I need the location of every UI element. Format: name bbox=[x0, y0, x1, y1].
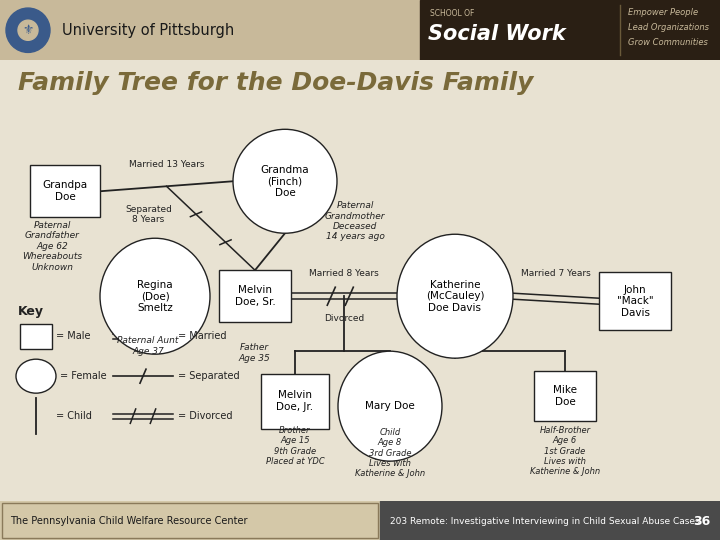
Text: = Female: = Female bbox=[60, 371, 107, 381]
FancyBboxPatch shape bbox=[20, 323, 52, 349]
Text: Regina
(Doe)
Smeltz: Regina (Doe) Smeltz bbox=[137, 280, 173, 313]
Bar bbox=[380, 501, 720, 540]
Text: = Married: = Married bbox=[178, 331, 227, 341]
Text: Melvin
Doe, Sr.: Melvin Doe, Sr. bbox=[235, 286, 275, 307]
Text: Married 7 Years: Married 7 Years bbox=[521, 269, 591, 278]
Text: University of Pittsburgh: University of Pittsburgh bbox=[62, 23, 234, 38]
Text: = Child: = Child bbox=[56, 411, 92, 421]
Text: Half-Brother
Age 6
1st Grade
Lives with
Katherine & John: Half-Brother Age 6 1st Grade Lives with … bbox=[530, 426, 600, 476]
Text: Empower People: Empower People bbox=[628, 8, 698, 17]
FancyBboxPatch shape bbox=[261, 374, 329, 429]
Text: ⚜: ⚜ bbox=[22, 24, 34, 37]
Text: Divorced: Divorced bbox=[324, 314, 364, 323]
Text: Married 8 Years: Married 8 Years bbox=[309, 269, 379, 278]
Text: Married 13 Years: Married 13 Years bbox=[129, 160, 204, 169]
Text: SCHOOL OF: SCHOOL OF bbox=[430, 9, 474, 18]
Bar bbox=[420, 0, 720, 60]
Text: Paternal
Grandmother
Deceased
14 years ago: Paternal Grandmother Deceased 14 years a… bbox=[325, 201, 385, 241]
Text: Lead Organizations: Lead Organizations bbox=[628, 23, 709, 32]
Ellipse shape bbox=[100, 238, 210, 354]
FancyBboxPatch shape bbox=[534, 371, 596, 421]
Bar bbox=[2, 503, 378, 538]
FancyBboxPatch shape bbox=[219, 270, 291, 322]
Text: Social Work: Social Work bbox=[428, 24, 566, 44]
Ellipse shape bbox=[338, 351, 442, 461]
Ellipse shape bbox=[233, 129, 337, 233]
Ellipse shape bbox=[397, 234, 513, 358]
Text: Mike
Doe: Mike Doe bbox=[553, 386, 577, 407]
Text: Melvin
Doe, Jr.: Melvin Doe, Jr. bbox=[276, 390, 314, 412]
Text: Child
Age 8
3rd Grade
Lives with
Katherine & John: Child Age 8 3rd Grade Lives with Katheri… bbox=[355, 428, 425, 478]
Text: John
"Mack"
Davis: John "Mack" Davis bbox=[617, 285, 653, 318]
Text: Grandpa
Doe: Grandpa Doe bbox=[42, 180, 88, 202]
Text: = Divorced: = Divorced bbox=[178, 411, 233, 421]
Circle shape bbox=[18, 20, 38, 40]
Text: Brother
Age 15
9th Grade
Placed at YDC: Brother Age 15 9th Grade Placed at YDC bbox=[266, 426, 325, 466]
Text: Paternal Aunt
Age 37: Paternal Aunt Age 37 bbox=[117, 336, 179, 356]
Text: The Pennsylvania Child Welfare Resource Center: The Pennsylvania Child Welfare Resource … bbox=[10, 516, 248, 526]
Text: 36: 36 bbox=[693, 515, 710, 528]
FancyBboxPatch shape bbox=[30, 165, 100, 217]
Text: Katherine
(McCauley)
Doe Davis: Katherine (McCauley) Doe Davis bbox=[426, 280, 485, 313]
Text: 203 Remote: Investigative Interviewing in Child Sexual Abuse Cases: 203 Remote: Investigative Interviewing i… bbox=[390, 517, 700, 525]
Text: Paternal
Grandfather
Age 62
Whereabouts
Unknown: Paternal Grandfather Age 62 Whereabouts … bbox=[22, 221, 82, 272]
Text: Key: Key bbox=[18, 305, 44, 318]
Text: Father
Age 35: Father Age 35 bbox=[238, 343, 270, 363]
Text: = Separated: = Separated bbox=[178, 371, 240, 381]
Text: Grandma
(Finch)
Doe: Grandma (Finch) Doe bbox=[261, 165, 310, 198]
Circle shape bbox=[6, 8, 50, 52]
Text: Grow Communities: Grow Communities bbox=[628, 38, 708, 47]
Circle shape bbox=[4, 6, 52, 55]
Text: Family Tree for the Doe-Davis Family: Family Tree for the Doe-Davis Family bbox=[18, 71, 534, 96]
Text: Separated
8 Years: Separated 8 Years bbox=[125, 205, 172, 224]
Ellipse shape bbox=[16, 359, 56, 393]
Text: Mary Doe: Mary Doe bbox=[365, 401, 415, 411]
Bar bbox=[0, 0, 420, 60]
Text: = Male: = Male bbox=[56, 331, 91, 341]
FancyBboxPatch shape bbox=[599, 272, 671, 330]
Bar bbox=[0, 501, 380, 540]
